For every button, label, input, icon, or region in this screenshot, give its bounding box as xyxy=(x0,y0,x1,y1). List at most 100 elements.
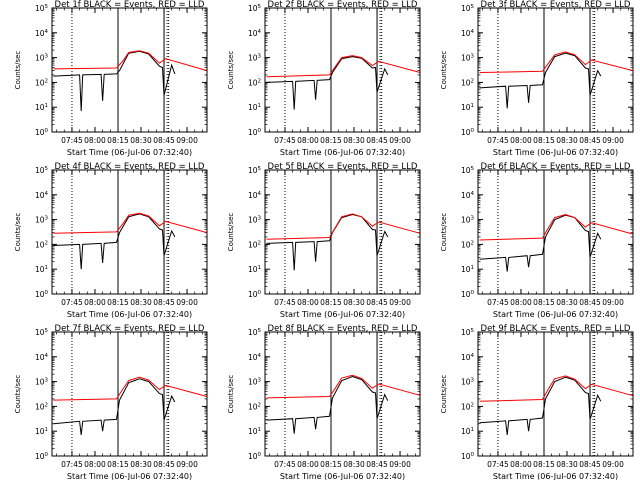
events-series-line xyxy=(53,213,176,270)
y-tick-label: 101 xyxy=(461,265,474,274)
x-tick-label: 08:30 xyxy=(130,460,152,469)
lld-series-line xyxy=(53,376,208,401)
y-tick-label: 101 xyxy=(35,103,48,112)
lld-series-line xyxy=(479,213,634,241)
x-tick-label: 09:00 xyxy=(389,298,411,307)
detector-panel: Det 9f BLACK = Events, RED = LLD Counts/s… xyxy=(440,324,634,480)
y-tick-label: 105 xyxy=(35,4,49,13)
x-tick-label: 08:15 xyxy=(320,298,342,307)
y-tick-label: 104 xyxy=(35,29,49,38)
x-tick-label: 08:00 xyxy=(297,298,319,307)
x-axis-label: Start Time (06-Jul-06 07:32:40) xyxy=(280,310,405,319)
x-tick-label: 08:00 xyxy=(297,460,319,469)
events-series-line xyxy=(479,376,602,436)
y-tick-label: 101 xyxy=(35,265,48,274)
x-tick-label: 08:15 xyxy=(533,136,555,145)
x-axis-label: Start Time (06-Jul-06 07:32:40) xyxy=(493,148,618,157)
plot-frame xyxy=(51,169,208,295)
panel-title: Det 7f BLACK = Events, RED = LLD xyxy=(55,324,205,334)
detector-panel: Det 6f BLACK = Events, RED = LLD Counts/s… xyxy=(440,162,634,319)
x-tick-label: 08:30 xyxy=(130,298,152,307)
x-tick-label: 08:00 xyxy=(84,298,106,307)
detector-panel: Det 2f BLACK = Events, RED = LLD Counts/s… xyxy=(227,0,421,157)
x-axis-label: Start Time (06-Jul-06 07:32:40) xyxy=(280,472,405,480)
lld-series-line xyxy=(266,374,421,399)
x-tick-label: 08:15 xyxy=(320,460,342,469)
x-tick-label: 09:00 xyxy=(602,460,624,469)
y-tick-label: 100 xyxy=(248,290,262,299)
x-axis-label: Start Time (06-Jul-06 07:32:40) xyxy=(493,472,618,480)
y-tick-label: 104 xyxy=(35,191,49,200)
x-tick-label: 09:00 xyxy=(389,136,411,145)
x-tick-label: 07:45 xyxy=(274,136,296,145)
y-tick-label: 100 xyxy=(461,128,475,137)
y-tick-label: 105 xyxy=(248,4,262,13)
x-tick-label: 08:45 xyxy=(366,298,388,307)
x-tick-label: 07:45 xyxy=(61,136,83,145)
x-tick-label: 08:45 xyxy=(579,460,601,469)
lld-series-line xyxy=(479,51,634,73)
x-tick-label: 08:30 xyxy=(556,460,578,469)
panel-title: Det 5f BLACK = Events, RED = LLD xyxy=(268,162,418,172)
x-tick-label: 09:00 xyxy=(389,460,411,469)
x-tick-label: 07:45 xyxy=(274,298,296,307)
y-tick-label: 104 xyxy=(35,353,49,362)
y-tick-label: 100 xyxy=(35,452,49,461)
x-tick-label: 08:15 xyxy=(107,298,129,307)
y-tick-label: 102 xyxy=(248,402,261,411)
y-tick-label: 104 xyxy=(461,29,475,38)
y-tick-label: 100 xyxy=(248,128,262,137)
x-tick-label: 08:30 xyxy=(343,136,365,145)
y-tick-label: 102 xyxy=(35,402,48,411)
x-tick-label: 09:00 xyxy=(176,136,198,145)
y-tick-label: 102 xyxy=(35,240,48,249)
y-tick-label: 101 xyxy=(461,103,474,112)
y-tick-label: 101 xyxy=(461,427,474,436)
y-tick-label: 102 xyxy=(248,78,261,87)
plot-frame xyxy=(264,331,421,457)
x-tick-label: 08:00 xyxy=(510,460,532,469)
y-tick-label: 103 xyxy=(248,216,262,225)
y-tick-label: 101 xyxy=(248,427,261,436)
y-tick-label: 104 xyxy=(248,353,262,362)
y-tick-label: 100 xyxy=(35,128,49,137)
plot-frame xyxy=(264,7,421,133)
y-axis-label: Counts/sec xyxy=(227,375,235,414)
panel-title: Det 8f BLACK = Events, RED = LLD xyxy=(268,324,418,334)
detector-panel: Det 5f BLACK = Events, RED = LLD Counts/s… xyxy=(227,162,421,319)
detector-panel: Det 8f BLACK = Events, RED = LLD Counts/s… xyxy=(227,324,421,480)
x-tick-label: 08:00 xyxy=(84,460,106,469)
x-tick-label: 07:45 xyxy=(487,460,509,469)
x-tick-label: 09:00 xyxy=(602,298,624,307)
detector-panel: Det 7f BLACK = Events, RED = LLD Counts/s… xyxy=(14,324,208,480)
y-tick-label: 101 xyxy=(248,265,261,274)
panel-title: Det 1f BLACK = Events, RED = LLD xyxy=(55,0,205,10)
y-tick-label: 103 xyxy=(461,378,475,387)
panel-title: Det 3f BLACK = Events, RED = LLD xyxy=(481,0,631,10)
y-tick-label: 104 xyxy=(248,191,262,200)
lld-series-line xyxy=(53,212,208,234)
x-tick-label: 08:45 xyxy=(366,460,388,469)
y-tick-label: 103 xyxy=(461,216,475,225)
x-tick-label: 08:00 xyxy=(510,298,532,307)
y-axis-label: Counts/sec xyxy=(227,51,235,90)
y-axis-label: Counts/sec xyxy=(14,375,22,414)
x-tick-label: 09:00 xyxy=(176,298,198,307)
x-tick-label: 07:45 xyxy=(61,460,83,469)
y-axis-label: Counts/sec xyxy=(14,213,22,252)
x-tick-label: 08:45 xyxy=(579,298,601,307)
x-tick-label: 08:15 xyxy=(107,460,129,469)
plot-frame xyxy=(477,169,634,295)
x-axis-label: Start Time (06-Jul-06 07:32:40) xyxy=(67,310,192,319)
y-tick-label: 102 xyxy=(35,78,48,87)
y-tick-label: 105 xyxy=(461,4,475,13)
y-tick-label: 103 xyxy=(248,54,262,63)
y-tick-label: 103 xyxy=(248,378,262,387)
x-tick-label: 08:00 xyxy=(84,136,106,145)
events-series-line xyxy=(266,56,389,110)
detector-panel: Det 1f BLACK = Events, RED = LLD Counts/s… xyxy=(14,0,208,157)
x-tick-label: 08:30 xyxy=(343,298,365,307)
events-series-line xyxy=(266,213,389,271)
x-tick-label: 08:15 xyxy=(320,136,342,145)
x-tick-label: 08:15 xyxy=(533,460,555,469)
